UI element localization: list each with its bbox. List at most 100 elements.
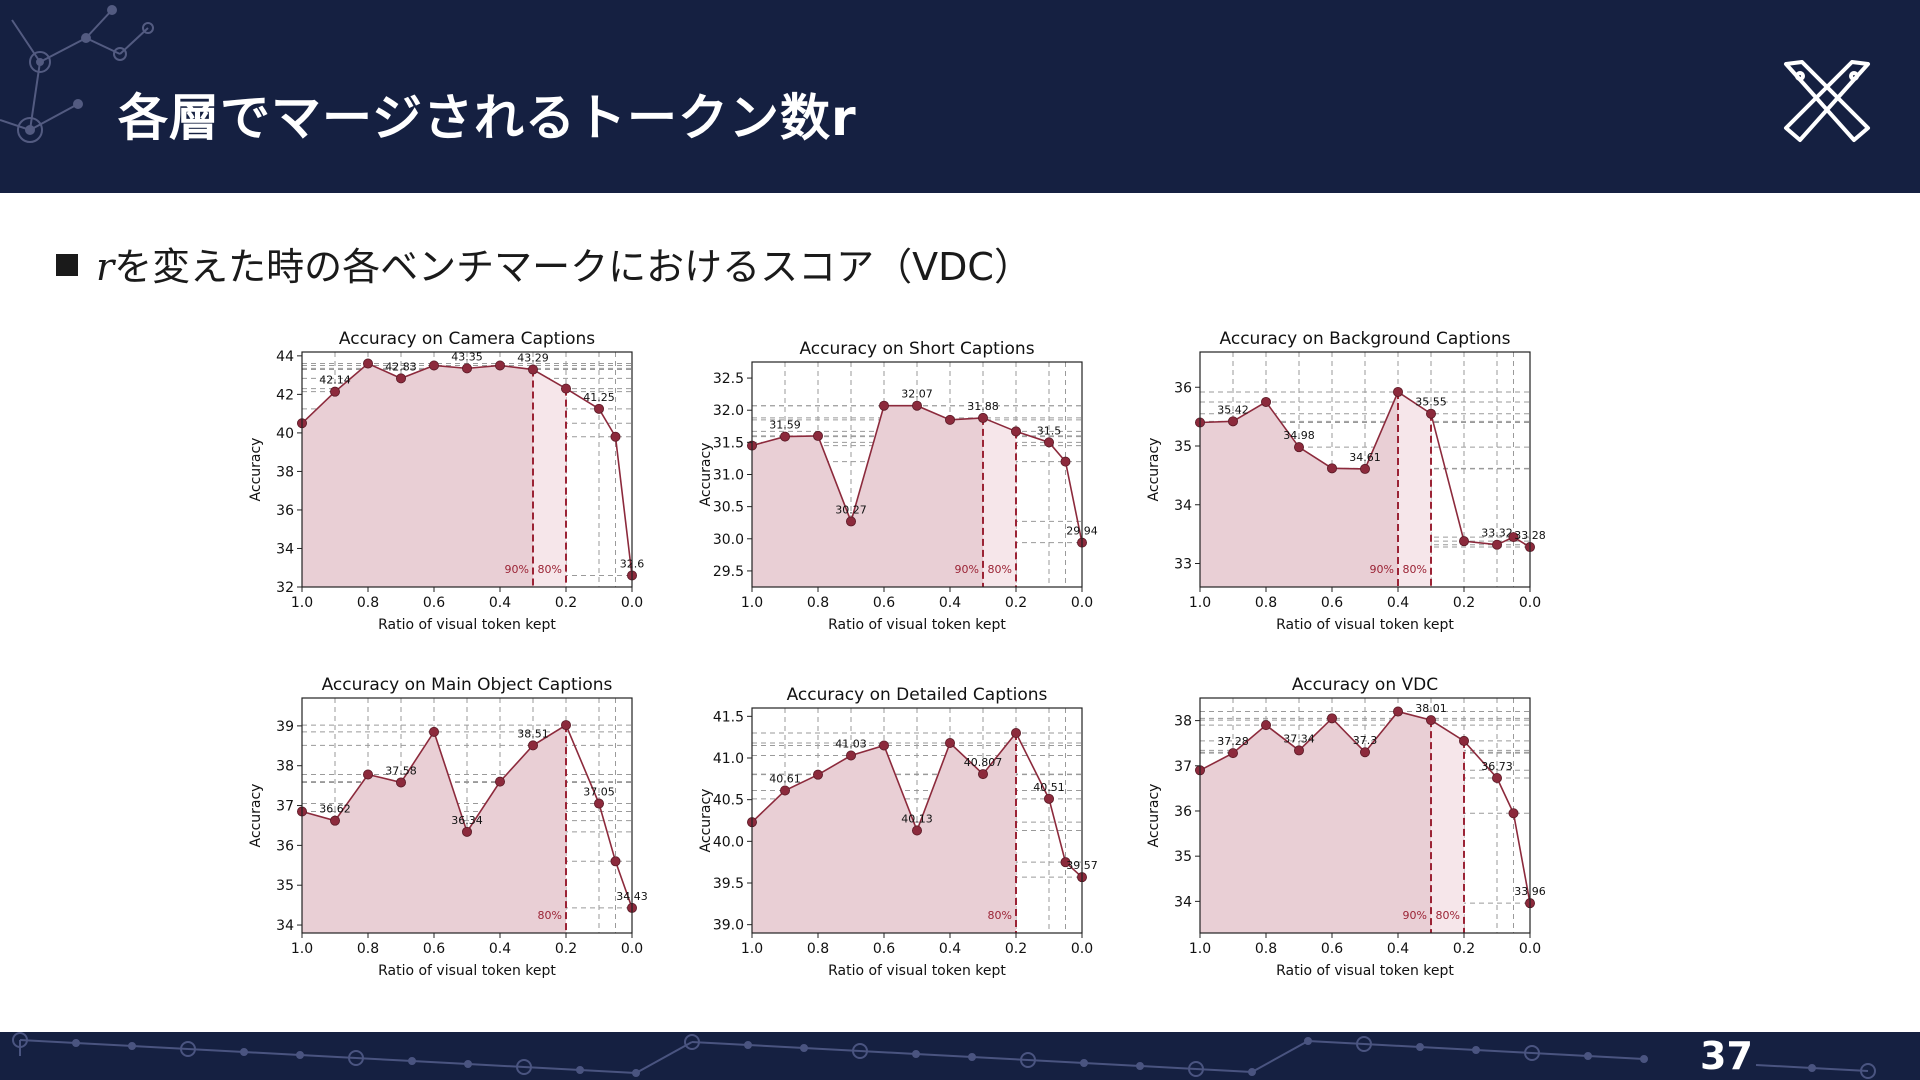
y-axis-label: Accuracy (248, 784, 264, 848)
data-point (1458, 536, 1469, 547)
area-fill (1200, 391, 1398, 587)
y-tick-label: 40.5 (713, 793, 744, 809)
y-tick-label: 40 (276, 426, 294, 442)
data-label: 40.807 (964, 756, 1003, 769)
x-tick-label: 0.8 (1255, 595, 1277, 611)
chart-vdc: Accuracy on VDC 90% 80% 37.28 37.34 37.3 38.01… (1146, 675, 1546, 979)
x-axis-label: Ratio of visual token kept (378, 617, 556, 633)
data-point (1359, 747, 1370, 758)
y-axis-label: Accuracy (248, 438, 264, 502)
x-tick-label: 0.0 (1071, 941, 1093, 957)
data-point (593, 798, 604, 809)
x-tick-label: 0.2 (1005, 595, 1027, 611)
data-label: 42.83 (385, 360, 417, 373)
data-point (610, 431, 621, 442)
x-tick-label: 0.2 (555, 941, 577, 957)
y-tick-label: 41.5 (713, 709, 744, 725)
chart-detailed-captions: Accuracy on Detailed Captions 80% 40.61 41.… (698, 685, 1098, 979)
y-tick-label: 38 (1174, 714, 1192, 730)
series-line (751, 731, 1083, 878)
x-tick-label: 0.6 (423, 941, 445, 957)
data-point (461, 363, 472, 374)
data-point (1010, 426, 1021, 437)
x-tick-label: 0.6 (1321, 595, 1343, 611)
data-point (1491, 539, 1502, 550)
data-point (1425, 715, 1436, 726)
series-line (301, 362, 633, 576)
y-tick-label: 34 (1174, 498, 1192, 514)
data-label: 41.03 (835, 738, 867, 751)
page-number: 37 (1700, 1034, 1753, 1078)
data-point (845, 750, 856, 761)
x-tick-label: 0.4 (489, 595, 511, 611)
y-tick-label: 41.0 (713, 751, 744, 767)
data-point (1326, 713, 1337, 724)
chart-short-captions: Accuracy on Short Captions 90% 80% 31.59 30.… (698, 339, 1098, 633)
data-label: 40.51 (1033, 781, 1065, 794)
data-point (1043, 793, 1054, 804)
data-label: 35.55 (1415, 396, 1447, 409)
data-label: 38.51 (517, 727, 549, 740)
x-tick-label: 1.0 (291, 595, 313, 611)
data-label: 37.3 (1353, 734, 1378, 747)
data-point (428, 360, 439, 371)
slide-title: 各層でマージされるトークン数r (118, 89, 857, 147)
y-tick-label: 37 (276, 799, 294, 815)
bullet-item: rを変えた時の各ベンチマークにおけるスコア（VDC） (56, 236, 1032, 291)
data-label: 30.27 (835, 503, 867, 516)
threshold-label: 80% (1436, 909, 1460, 922)
data-point (813, 430, 824, 441)
threshold-label: 80% (1403, 563, 1427, 576)
network-pattern-decoration (12, 1032, 1876, 1079)
x-tick-label: 0.2 (1453, 595, 1475, 611)
x-tick-label: 0.4 (939, 595, 961, 611)
data-point (878, 740, 889, 751)
data-label: 37.05 (583, 786, 615, 799)
chart-title: Accuracy on Detailed Captions (787, 685, 1048, 705)
x-tick-label: 0.8 (357, 595, 379, 611)
x-tick-label: 0.6 (873, 595, 895, 611)
threshold-label: 90% (1403, 909, 1427, 922)
area-fill (752, 733, 1016, 933)
data-point (1228, 748, 1239, 759)
x-tick-label: 1.0 (291, 941, 313, 957)
plot-frame (1199, 351, 1531, 588)
y-tick-label: 31.5 (713, 435, 744, 451)
x-tick-label: 0.6 (873, 941, 895, 957)
chart-title: Accuracy on Main Object Captions (322, 675, 613, 695)
data-label: 42.14 (319, 374, 351, 387)
y-tick-label: 39 (276, 719, 294, 735)
data-label: 41.25 (583, 391, 615, 404)
y-axis-label: Accuracy (1146, 784, 1162, 848)
threshold-label: 90% (505, 563, 529, 576)
chart-title: Accuracy on Camera Captions (339, 329, 595, 349)
y-tick-label: 32.5 (713, 371, 744, 387)
data-point (1508, 532, 1519, 543)
y-tick-label: 32 (276, 580, 294, 596)
area-fill (1200, 711, 1431, 933)
data-point (395, 373, 406, 384)
y-tick-label: 38 (276, 759, 294, 775)
data-point (494, 360, 505, 371)
bullet-square-icon (56, 254, 78, 276)
data-point (911, 400, 922, 411)
data-point (977, 412, 988, 423)
y-tick-label: 36 (276, 503, 294, 519)
y-tick-label: 40.0 (713, 834, 744, 850)
data-point (1060, 456, 1071, 467)
y-tick-label: 36 (1174, 380, 1192, 396)
data-point (494, 776, 505, 787)
data-point (780, 431, 791, 442)
y-tick-label: 35 (1174, 849, 1192, 865)
data-label: 36.34 (451, 814, 483, 827)
data-point (878, 400, 889, 411)
threshold-label: 90% (1370, 563, 1394, 576)
x-logo-icon (1784, 60, 1870, 142)
data-point (330, 815, 341, 826)
y-tick-label: 29.5 (713, 564, 744, 580)
data-label: 43.29 (517, 352, 549, 365)
threshold-label: 80% (538, 909, 562, 922)
data-point (1392, 706, 1403, 717)
slide-footer (0, 1032, 1920, 1080)
y-axis-label: Accuracy (698, 443, 714, 507)
